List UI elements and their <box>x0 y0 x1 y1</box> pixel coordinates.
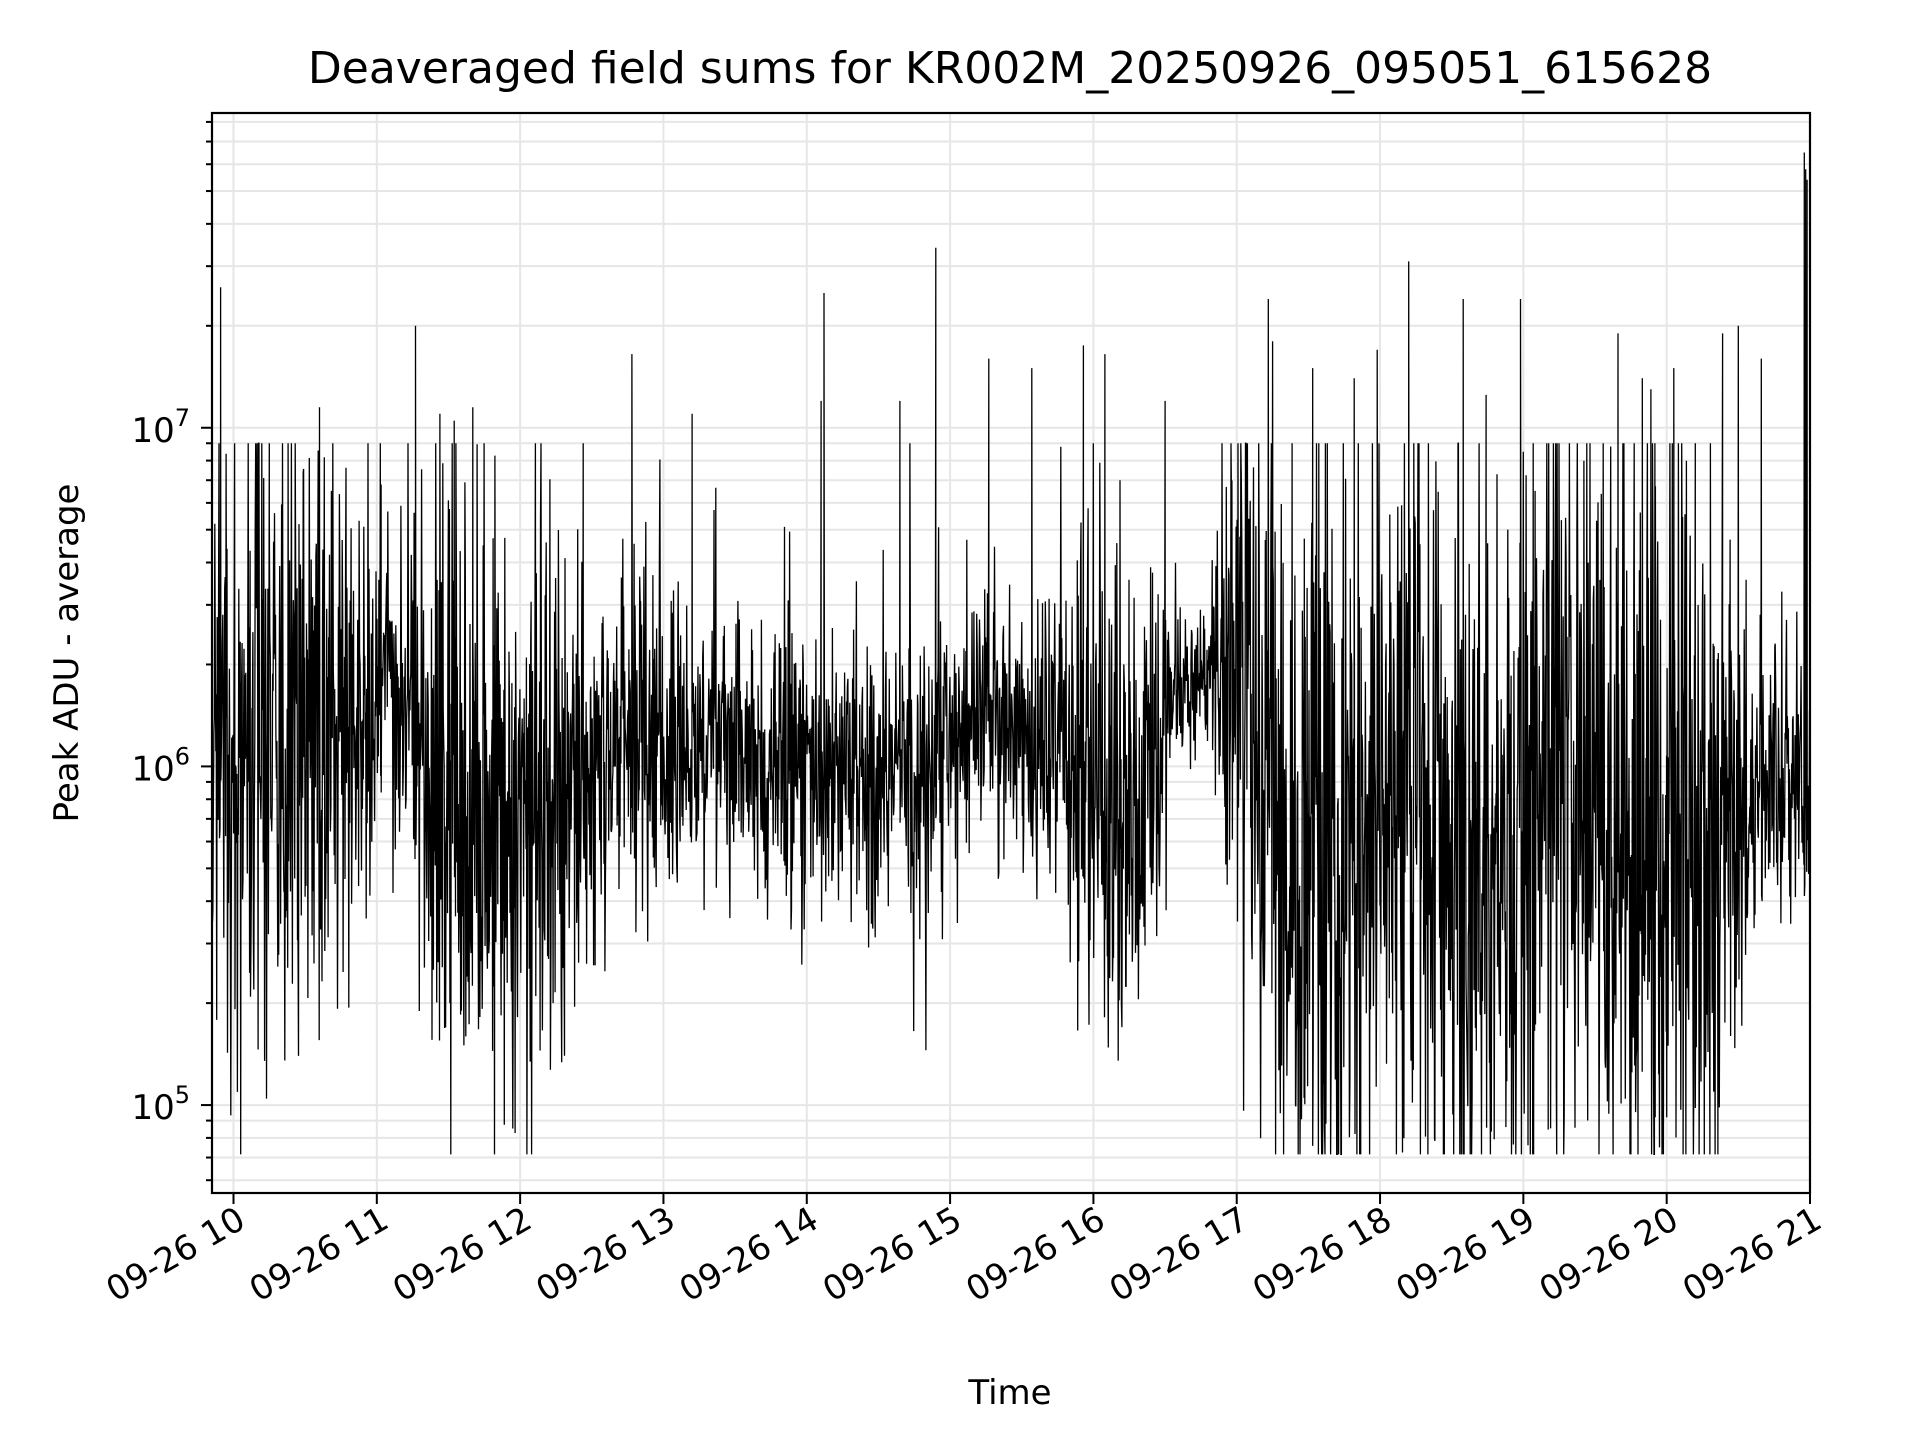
chart-title: Deaveraged field sums for KR002M_2025092… <box>308 43 1712 94</box>
y-tick-label: 106 <box>131 742 190 789</box>
y-axis: 105 106 107 <box>131 120 212 1182</box>
plot-area <box>212 152 1810 1156</box>
y-axis-label: Peak ADU - average <box>47 484 87 823</box>
plot-frame <box>210 111 1812 1195</box>
y-tick-label: 107 <box>131 404 190 451</box>
y-tick-label: 105 <box>131 1081 190 1128</box>
x-axis-label: Time <box>967 1373 1051 1413</box>
series-line <box>212 152 1810 1156</box>
